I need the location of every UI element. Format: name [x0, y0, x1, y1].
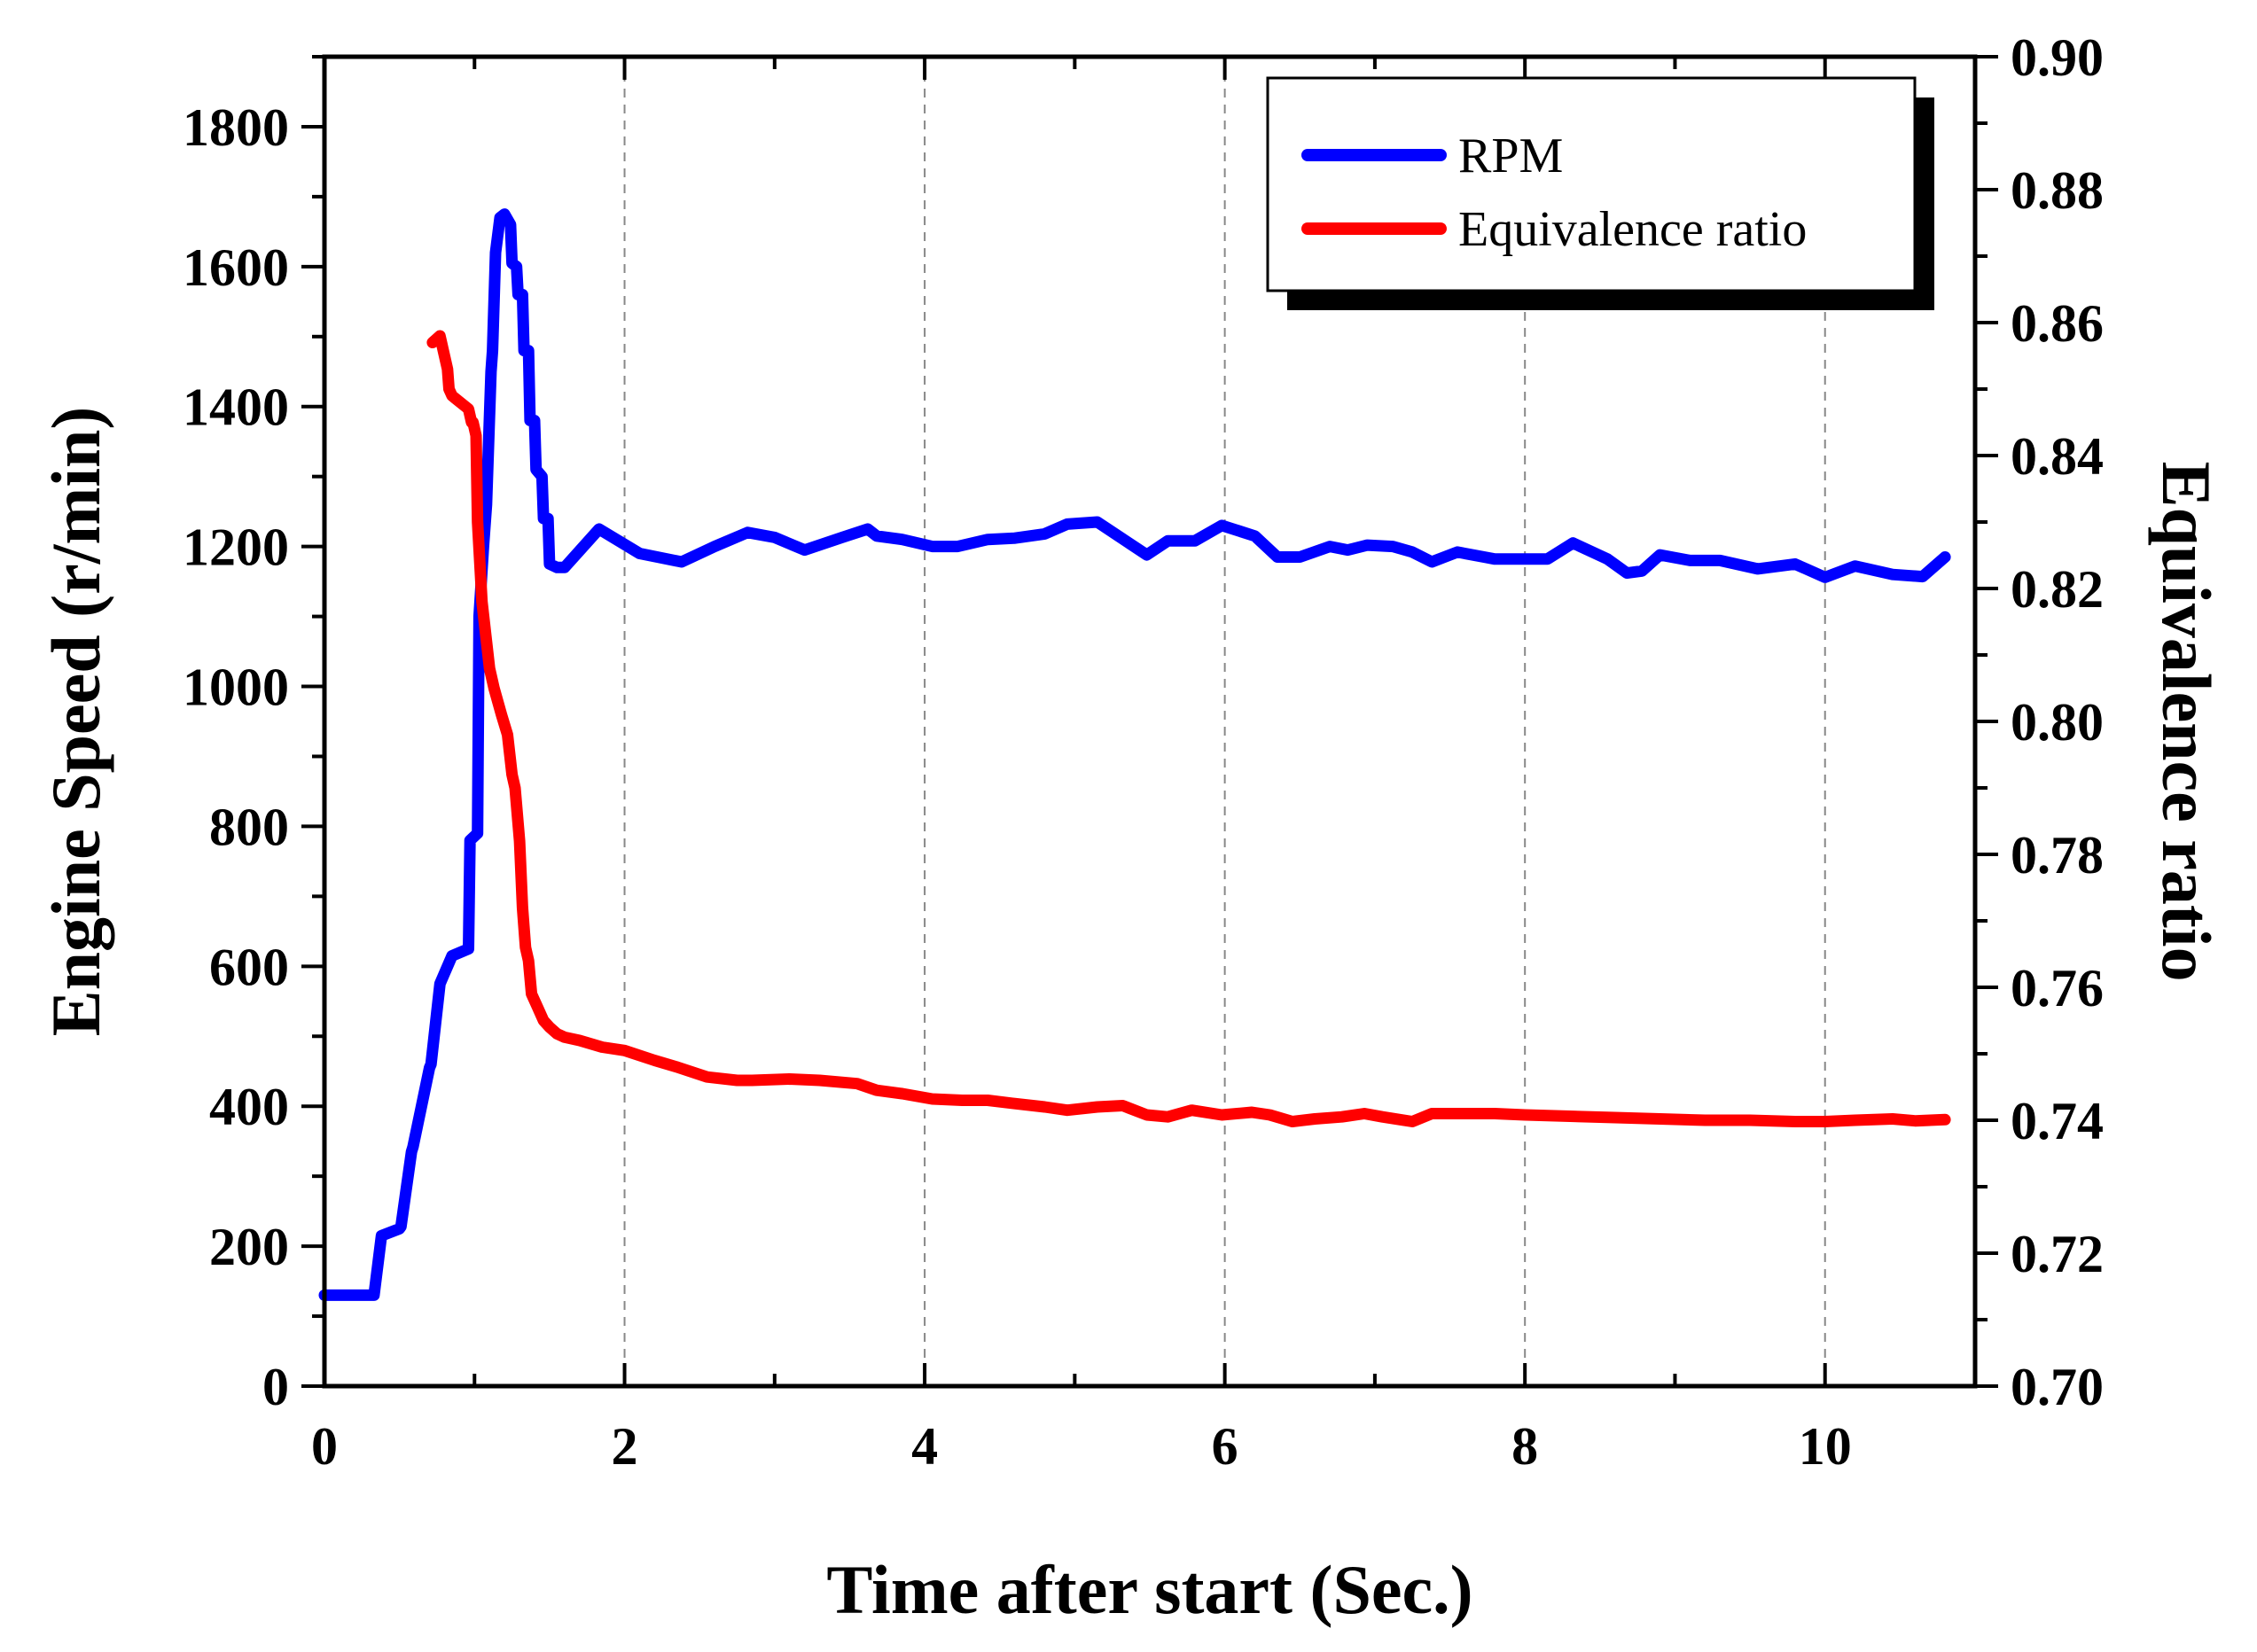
y-tick-label-1200: 1200: [183, 518, 289, 577]
y2-tick-label-0.90: 0.90: [2011, 28, 2104, 87]
series: [318, 208, 1951, 1301]
y-tick-label-200: 200: [209, 1218, 289, 1276]
y-tick-label-1600: 1600: [183, 238, 289, 297]
x-tick-label-2: 2: [612, 1417, 638, 1476]
grid: [623, 57, 1826, 1386]
x-tick-label-0: 0: [311, 1417, 338, 1476]
y-tick-label-1800: 1800: [183, 98, 289, 157]
ticks: [301, 55, 1998, 1388]
x-tick-label-8: 8: [1511, 1417, 1538, 1476]
legend-box: [1266, 76, 1917, 292]
x-tick-label-4: 4: [911, 1417, 938, 1476]
y-tick-label-0: 0: [262, 1358, 289, 1416]
legend: RPM Equivalence ratio: [1266, 76, 1934, 310]
y2-tick-label-0.70: 0.70: [2011, 1358, 2104, 1416]
y2-tick-label-0.88: 0.88: [2011, 161, 2104, 220]
series-line-equivalence-ratio: [426, 330, 1951, 1127]
y2-tick-label-0.76: 0.76: [2011, 959, 2104, 1017]
y2-tick-label-0.78: 0.78: [2011, 826, 2104, 884]
series-line-rpm: [318, 208, 1951, 1301]
y2-tick-label-0.86: 0.86: [2011, 294, 2104, 353]
y2-tick-label-0.84: 0.84: [2011, 427, 2104, 486]
y-axis-title: Engine Speed (r/min): [37, 407, 114, 1037]
y2-tick-label-0.74: 0.74: [2011, 1092, 2104, 1150]
y2-tick-label-0.72: 0.72: [2011, 1225, 2104, 1283]
y-tick-label-800: 800: [209, 798, 289, 856]
y-tick-label-400: 400: [209, 1078, 289, 1136]
tick-labels: 0 2 4 6 8 10 0 200 400 600 800 1000 1200 1400 1600 1800…: [183, 28, 2104, 1476]
y2-axis-title: Equivalence ratio: [2148, 461, 2225, 981]
y-tick-label-600: 600: [209, 938, 289, 996]
x-axis-title: Time after start (Sec.): [826, 1551, 1472, 1628]
x-tick-label-10: 10: [1799, 1417, 1852, 1476]
y2-tick-label-0.82: 0.82: [2011, 560, 2104, 619]
y2-tick-label-0.80: 0.80: [2011, 693, 2104, 752]
legend-label-rpm: RPM: [1458, 129, 1563, 183]
y-tick-label-1000: 1000: [183, 658, 289, 717]
legend-label-equivalence-ratio: Equivalence ratio: [1458, 202, 1807, 257]
y-tick-label-1400: 1400: [183, 378, 289, 437]
x-tick-label-6: 6: [1212, 1417, 1238, 1476]
